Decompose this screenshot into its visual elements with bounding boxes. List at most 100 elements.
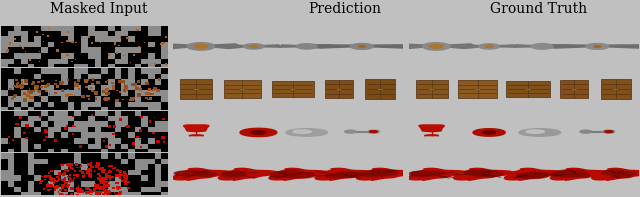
Polygon shape xyxy=(358,46,365,47)
Bar xyxy=(476,88,480,89)
Circle shape xyxy=(293,130,311,133)
Bar xyxy=(272,81,314,97)
Polygon shape xyxy=(280,45,307,47)
Bar xyxy=(224,80,260,98)
Polygon shape xyxy=(269,168,329,180)
Bar xyxy=(337,88,341,89)
Polygon shape xyxy=(592,168,640,180)
Polygon shape xyxy=(223,171,246,176)
Polygon shape xyxy=(192,171,212,175)
Polygon shape xyxy=(454,168,513,180)
Polygon shape xyxy=(436,44,477,48)
Bar xyxy=(572,88,577,89)
Polygon shape xyxy=(367,170,398,176)
Polygon shape xyxy=(504,168,564,180)
Polygon shape xyxy=(468,170,497,176)
Polygon shape xyxy=(285,173,316,178)
Polygon shape xyxy=(243,44,264,49)
Polygon shape xyxy=(419,125,445,132)
Polygon shape xyxy=(411,171,436,176)
Bar xyxy=(365,79,396,98)
Polygon shape xyxy=(315,168,375,180)
Bar xyxy=(378,88,383,89)
Circle shape xyxy=(519,129,561,136)
Polygon shape xyxy=(485,45,493,47)
Bar xyxy=(240,88,244,89)
Polygon shape xyxy=(542,45,570,47)
Bar xyxy=(291,88,295,89)
Polygon shape xyxy=(189,135,204,136)
Circle shape xyxy=(526,130,545,133)
Bar xyxy=(415,80,448,98)
Polygon shape xyxy=(607,45,640,48)
Polygon shape xyxy=(351,44,374,49)
Polygon shape xyxy=(334,172,362,177)
Polygon shape xyxy=(187,43,214,50)
Polygon shape xyxy=(611,174,632,177)
Polygon shape xyxy=(278,170,303,175)
Polygon shape xyxy=(218,168,278,180)
Polygon shape xyxy=(408,168,467,180)
Ellipse shape xyxy=(369,131,378,133)
Polygon shape xyxy=(602,170,627,175)
Polygon shape xyxy=(254,45,281,47)
Polygon shape xyxy=(555,170,587,176)
Polygon shape xyxy=(270,172,298,177)
Polygon shape xyxy=(240,128,277,137)
Bar xyxy=(561,80,588,98)
Polygon shape xyxy=(225,172,243,175)
Polygon shape xyxy=(550,168,610,180)
Polygon shape xyxy=(473,129,505,136)
Polygon shape xyxy=(395,44,436,48)
Polygon shape xyxy=(251,131,266,134)
Polygon shape xyxy=(586,44,609,49)
Polygon shape xyxy=(489,45,516,47)
Text: Prediction: Prediction xyxy=(308,2,381,16)
Bar xyxy=(194,88,198,89)
Polygon shape xyxy=(525,172,550,177)
Polygon shape xyxy=(356,168,416,180)
Polygon shape xyxy=(194,45,208,48)
Polygon shape xyxy=(408,171,437,177)
Polygon shape xyxy=(429,45,443,48)
Polygon shape xyxy=(550,172,580,177)
Ellipse shape xyxy=(345,130,356,133)
Polygon shape xyxy=(464,170,490,175)
Polygon shape xyxy=(296,44,317,49)
Ellipse shape xyxy=(605,131,613,133)
Polygon shape xyxy=(426,171,445,174)
Polygon shape xyxy=(159,44,201,48)
Bar xyxy=(613,88,618,89)
Polygon shape xyxy=(305,45,353,48)
Bar xyxy=(458,80,497,98)
Bar xyxy=(429,88,434,89)
Polygon shape xyxy=(358,172,385,177)
Polygon shape xyxy=(462,45,489,47)
Polygon shape xyxy=(471,171,502,177)
Bar xyxy=(180,79,212,98)
Polygon shape xyxy=(194,172,217,176)
Polygon shape xyxy=(422,43,450,50)
Ellipse shape xyxy=(368,130,380,133)
Circle shape xyxy=(286,129,328,136)
Bar xyxy=(601,79,630,98)
Polygon shape xyxy=(612,172,636,176)
Ellipse shape xyxy=(603,130,614,133)
Text: Ground Truth: Ground Truth xyxy=(490,2,588,16)
Polygon shape xyxy=(367,170,397,175)
Bar xyxy=(325,80,353,98)
Polygon shape xyxy=(531,44,553,49)
Bar xyxy=(526,88,531,89)
Polygon shape xyxy=(371,45,419,48)
Bar xyxy=(506,81,550,97)
Polygon shape xyxy=(325,174,347,178)
Polygon shape xyxy=(172,168,232,180)
Polygon shape xyxy=(201,44,243,48)
Polygon shape xyxy=(514,45,542,47)
Polygon shape xyxy=(184,125,209,132)
Polygon shape xyxy=(519,174,541,178)
Text: Masked Input: Masked Input xyxy=(51,2,148,16)
Polygon shape xyxy=(424,135,439,136)
Polygon shape xyxy=(516,173,548,179)
Polygon shape xyxy=(227,45,254,47)
